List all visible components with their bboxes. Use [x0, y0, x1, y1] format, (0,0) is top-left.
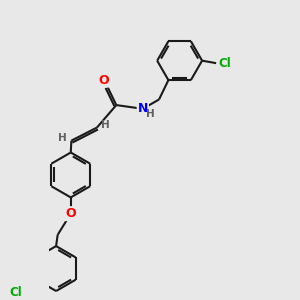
- Text: O: O: [98, 74, 109, 87]
- Text: H: H: [146, 110, 155, 119]
- Text: Cl: Cl: [218, 57, 231, 70]
- Text: O: O: [65, 207, 76, 220]
- Text: Cl: Cl: [10, 286, 22, 299]
- Text: H: H: [101, 120, 110, 130]
- Text: N: N: [138, 102, 148, 115]
- Text: H: H: [58, 133, 67, 143]
